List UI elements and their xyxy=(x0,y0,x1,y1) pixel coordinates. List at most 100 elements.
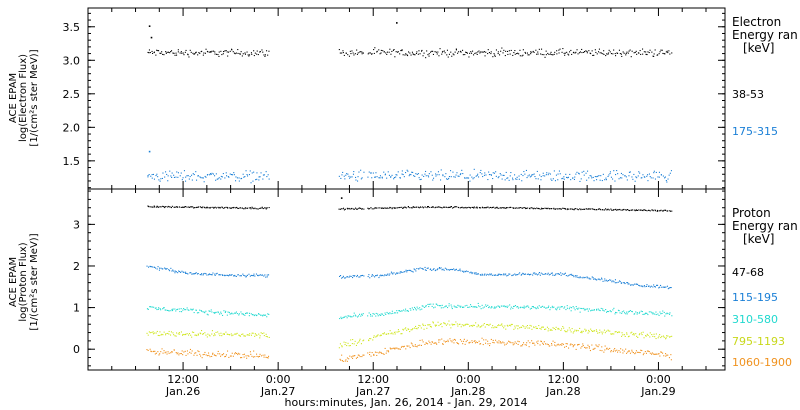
data-point xyxy=(381,274,383,276)
data-point xyxy=(210,274,212,276)
data-point xyxy=(359,356,361,358)
data-point xyxy=(238,177,240,179)
data-point xyxy=(668,287,670,289)
data-point xyxy=(597,346,599,348)
data-point xyxy=(478,340,480,342)
data-point xyxy=(255,334,257,336)
data-point xyxy=(408,269,410,271)
data-point xyxy=(502,305,504,307)
data-point xyxy=(594,278,596,280)
data-point xyxy=(647,180,649,182)
data-point xyxy=(606,311,608,313)
data-point xyxy=(639,352,641,354)
data-point xyxy=(502,52,504,54)
data-point xyxy=(625,348,627,350)
data-point xyxy=(537,178,539,180)
data-point xyxy=(264,274,266,276)
data-point xyxy=(573,178,575,180)
data-point xyxy=(414,306,416,308)
data-point xyxy=(350,275,352,277)
data-point xyxy=(441,338,443,340)
data-point xyxy=(515,342,517,344)
data-point xyxy=(526,273,528,275)
data-point xyxy=(492,339,494,341)
data-point xyxy=(565,345,567,347)
data-point xyxy=(444,52,446,54)
data-point xyxy=(581,332,583,334)
data-point xyxy=(619,351,621,353)
data-point xyxy=(645,53,647,55)
data-point xyxy=(227,55,229,57)
data-point xyxy=(496,207,498,209)
data-point xyxy=(560,344,562,346)
data-point xyxy=(640,285,642,287)
data-point xyxy=(256,50,258,52)
data-point xyxy=(428,340,430,342)
data-point xyxy=(488,52,490,54)
data-point xyxy=(671,315,673,317)
data-point xyxy=(561,51,563,53)
data-point xyxy=(161,51,163,53)
data-point xyxy=(244,335,246,337)
data-point xyxy=(199,332,201,334)
data-point xyxy=(185,49,187,51)
data-point xyxy=(488,324,490,326)
data-point xyxy=(387,273,389,275)
data-point xyxy=(243,335,245,337)
data-point xyxy=(357,208,359,210)
data-point xyxy=(630,332,632,334)
data-point xyxy=(598,51,600,53)
data-point xyxy=(195,352,197,354)
data-point xyxy=(202,274,204,276)
data-point xyxy=(497,274,499,276)
data-point xyxy=(576,49,578,51)
data-point xyxy=(381,275,383,277)
data-point xyxy=(205,310,207,312)
data-point xyxy=(476,175,478,177)
data-point xyxy=(367,352,369,354)
data-point xyxy=(177,49,179,51)
data-point xyxy=(623,52,625,54)
data-point xyxy=(660,351,662,353)
data-point xyxy=(192,173,194,175)
data-point xyxy=(386,53,388,55)
data-point xyxy=(549,345,551,347)
data-point xyxy=(243,274,245,276)
data-point xyxy=(593,180,595,182)
data-point xyxy=(593,54,595,56)
data-point xyxy=(348,345,350,347)
data-point xyxy=(383,314,385,316)
data-point xyxy=(653,284,655,286)
data-point xyxy=(439,323,441,325)
data-point xyxy=(643,209,645,211)
data-point xyxy=(580,208,582,210)
data-point xyxy=(467,177,469,179)
data-point xyxy=(257,275,259,277)
data-point xyxy=(459,268,461,270)
data-point xyxy=(421,267,423,269)
data-point xyxy=(169,206,171,208)
data-point xyxy=(494,55,496,57)
data-point xyxy=(454,176,456,178)
data-point xyxy=(543,341,545,343)
data-point xyxy=(405,207,407,209)
data-point xyxy=(591,177,593,179)
data-point xyxy=(428,53,430,55)
data-point xyxy=(462,173,464,175)
data-point xyxy=(235,333,237,335)
data-point xyxy=(221,176,223,178)
data-point xyxy=(548,305,550,307)
data-point xyxy=(608,49,610,51)
data-point xyxy=(383,332,385,334)
data-point xyxy=(574,52,576,54)
data-point xyxy=(246,312,248,314)
data-point xyxy=(485,304,487,306)
data-point xyxy=(605,55,607,57)
data-point xyxy=(496,274,498,276)
data-point xyxy=(585,50,587,52)
data-point xyxy=(521,273,523,275)
data-point xyxy=(516,306,518,308)
data-point xyxy=(185,271,187,273)
data-point xyxy=(408,345,410,347)
data-point xyxy=(209,174,211,176)
